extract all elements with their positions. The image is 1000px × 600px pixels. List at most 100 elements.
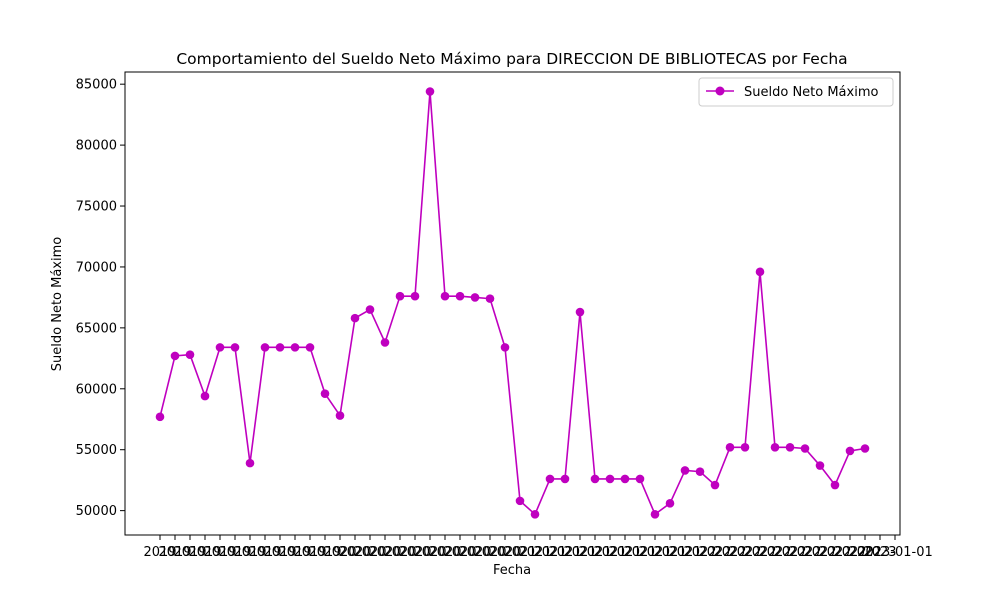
data-point bbox=[575, 307, 585, 317]
data-point bbox=[215, 343, 225, 352]
x-tick-label: 2019 bbox=[173, 545, 206, 560]
data-point bbox=[770, 442, 780, 452]
x-tick-label: 2021 bbox=[653, 545, 686, 560]
data-point bbox=[665, 499, 675, 508]
x-tick-label: 2020 bbox=[458, 545, 491, 560]
x-tick-label: 2022 bbox=[683, 545, 716, 560]
data-point bbox=[410, 291, 420, 301]
data-point bbox=[470, 293, 480, 302]
data-point bbox=[545, 474, 555, 484]
x-tick-label: 2021 bbox=[608, 545, 641, 560]
x-tick-label: 2019 bbox=[158, 545, 191, 560]
data-point bbox=[320, 389, 330, 398]
data-point bbox=[260, 343, 270, 352]
y-tick-label: 60000 bbox=[76, 382, 117, 397]
y-axis-label: Sueldo Neto Máximo bbox=[50, 237, 65, 371]
data-point bbox=[590, 474, 600, 484]
x-tick-label: 2022 bbox=[758, 545, 791, 560]
data-point bbox=[395, 291, 405, 301]
chart-title: Comportamiento del Sueldo Neto Máximo pa… bbox=[176, 50, 847, 68]
x-tick-label: 2021 bbox=[533, 545, 566, 560]
data-point bbox=[170, 351, 180, 361]
data-point bbox=[440, 291, 450, 301]
x-tick-label: 2019 bbox=[278, 545, 311, 560]
x-tick-label: 2021 bbox=[638, 545, 671, 560]
y-tick-label: 75000 bbox=[76, 200, 117, 215]
x-tick-label: 2021 bbox=[548, 545, 581, 560]
x-axis-ticks: 2019201920192019201920192019201920192019… bbox=[143, 535, 933, 560]
x-tick-label: 2022 bbox=[773, 545, 806, 560]
y-axis-ticks: 50000 55000 60000 65000 70000 75000 80000 85000 bbox=[76, 78, 125, 519]
x-tick-label: 2021 bbox=[623, 545, 656, 560]
data-point bbox=[695, 467, 705, 476]
data-point bbox=[515, 496, 525, 506]
x-tick-label: 2019 bbox=[263, 545, 296, 560]
x-tick-label: 2021 bbox=[563, 545, 596, 560]
data-point bbox=[425, 87, 435, 96]
x-tick-label: 2020 bbox=[488, 545, 521, 560]
data-point bbox=[245, 458, 255, 468]
legend-box bbox=[698, 77, 894, 107]
x-tick-label: 2022 bbox=[818, 545, 851, 560]
x-tick-label: 2019 bbox=[293, 545, 326, 560]
x-tick-label: 2020 bbox=[413, 545, 446, 560]
data-point bbox=[200, 391, 210, 401]
x-tick-label: 2021 bbox=[518, 545, 551, 560]
x-tick-label: 2023 bbox=[863, 545, 896, 560]
data-point bbox=[485, 294, 495, 303]
data-point bbox=[530, 509, 540, 519]
y-tick-label: 85000 bbox=[76, 78, 117, 93]
x-tick-label: 2020 bbox=[368, 545, 401, 560]
x-tick-label: 2019 bbox=[188, 545, 221, 560]
data-point bbox=[275, 343, 285, 352]
data-point bbox=[680, 466, 690, 475]
data-point bbox=[380, 338, 390, 347]
data-point bbox=[800, 444, 810, 453]
data-point bbox=[365, 305, 375, 314]
data-point bbox=[455, 291, 465, 301]
series-layer bbox=[155, 87, 870, 519]
data-point bbox=[350, 313, 360, 323]
x-tick-label: 2019 bbox=[218, 545, 251, 560]
data-point bbox=[830, 480, 840, 490]
data-point bbox=[785, 442, 795, 452]
x-tick-label: 2020 bbox=[398, 545, 431, 560]
y-tick-label: 50000 bbox=[76, 504, 117, 519]
y-tick-label: 80000 bbox=[76, 139, 117, 154]
x-tick-label: 2020 bbox=[473, 545, 506, 560]
x-tick-label: 2021 bbox=[593, 545, 626, 560]
legend-marker-swatch bbox=[715, 86, 725, 96]
data-point bbox=[155, 412, 165, 422]
x-axis-label: Fecha bbox=[493, 563, 531, 578]
legend: Sueldo Neto Máximo bbox=[698, 77, 894, 107]
x-tick-label: 2019 bbox=[203, 545, 236, 560]
data-point bbox=[305, 343, 315, 352]
x-tick-label: 2020 bbox=[323, 545, 356, 560]
x-tick-label: 2022 bbox=[743, 545, 776, 560]
x-tick-label: 2023-01-01 bbox=[857, 545, 933, 560]
x-tick-label: 2022 bbox=[833, 545, 866, 560]
x-tick-label: 2022 bbox=[803, 545, 836, 560]
data-point bbox=[650, 509, 660, 519]
x-tick-label: 2019 bbox=[308, 545, 341, 560]
data-point bbox=[605, 474, 615, 484]
x-tick-label: 2019 bbox=[143, 545, 176, 560]
data-point bbox=[710, 480, 720, 490]
data-point bbox=[185, 350, 195, 359]
x-tick-label: 2021 bbox=[503, 545, 536, 560]
x-tick-label: 2019 bbox=[248, 545, 281, 560]
data-point bbox=[815, 461, 825, 470]
x-tick-label: 2020 bbox=[338, 545, 371, 560]
x-tick-label: 2022 bbox=[788, 545, 821, 560]
data-point bbox=[560, 474, 570, 484]
data-point bbox=[230, 343, 240, 352]
data-point bbox=[860, 444, 870, 453]
data-point bbox=[620, 474, 630, 484]
x-tick-label: 2022 bbox=[728, 545, 761, 560]
data-point bbox=[845, 446, 855, 456]
data-point bbox=[635, 474, 645, 484]
x-tick-label: 2022 bbox=[713, 545, 746, 560]
legend-label: Sueldo Neto Máximo bbox=[744, 85, 878, 100]
data-point bbox=[740, 442, 750, 452]
